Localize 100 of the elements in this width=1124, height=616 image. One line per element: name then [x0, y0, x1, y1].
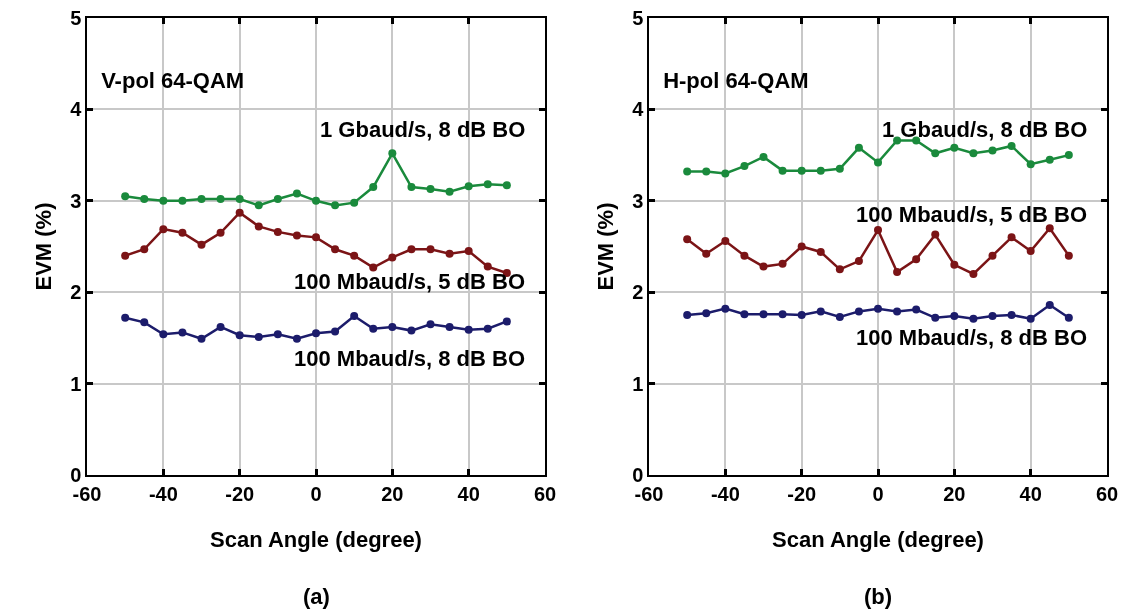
point	[445, 322, 454, 331]
point	[369, 324, 378, 333]
y-tick-label: 2	[70, 281, 82, 304]
point	[140, 194, 149, 203]
point	[121, 251, 130, 260]
point	[702, 167, 711, 176]
point	[835, 164, 844, 173]
point	[426, 184, 435, 193]
point	[931, 149, 940, 158]
point	[740, 251, 749, 260]
point	[1045, 224, 1054, 233]
point	[874, 226, 882, 235]
point	[178, 196, 187, 205]
point	[407, 245, 416, 254]
point	[407, 326, 416, 335]
point	[121, 313, 130, 322]
point	[950, 260, 959, 269]
series-label: 1 Gbaud/s, 8 dB BO	[320, 117, 526, 142]
point	[988, 251, 997, 260]
x-axis-title: Scan Angle (degree)	[210, 527, 422, 553]
series-label: 100 Mbaud/s, 8 dB BO	[294, 346, 526, 371]
y-tick-label: 3	[632, 189, 644, 212]
point	[216, 194, 225, 203]
point	[159, 330, 168, 339]
point	[969, 269, 978, 278]
point	[254, 201, 263, 210]
point	[759, 310, 768, 319]
point	[273, 330, 282, 339]
point	[1064, 151, 1073, 160]
point	[683, 235, 692, 244]
point	[140, 245, 149, 254]
x-tick-label: 60	[1095, 482, 1119, 505]
point	[312, 233, 320, 242]
point	[969, 149, 978, 158]
point	[235, 194, 244, 203]
point	[445, 187, 454, 196]
point	[426, 320, 435, 329]
point	[683, 311, 692, 320]
point	[683, 167, 692, 176]
point	[1045, 155, 1054, 164]
point	[835, 265, 844, 274]
x-axis-title: Scan Angle (degree)	[772, 527, 984, 553]
y-axis-title: EVM (%)	[593, 202, 619, 291]
point	[388, 322, 397, 331]
point	[464, 247, 473, 256]
point	[178, 328, 187, 337]
point	[893, 307, 902, 316]
point	[159, 225, 168, 234]
point	[1045, 301, 1054, 309]
point	[388, 149, 397, 158]
point	[331, 245, 340, 254]
point	[931, 230, 940, 239]
series-label: 100 Mbaud/s, 5 dB BO	[856, 202, 1088, 227]
point	[797, 242, 806, 251]
point	[778, 166, 787, 175]
point	[759, 152, 768, 161]
point	[702, 309, 711, 318]
y-tick-label: 4	[70, 98, 83, 121]
point	[216, 322, 225, 331]
point	[893, 136, 902, 145]
y-axis-title: EVM (%)	[31, 202, 57, 291]
point	[778, 259, 787, 268]
y-tick-label: 5	[632, 7, 644, 29]
point	[292, 189, 301, 198]
point	[721, 169, 730, 178]
point	[312, 196, 320, 205]
point	[797, 166, 806, 175]
point	[197, 240, 206, 249]
x-tick-label: -40	[710, 482, 740, 505]
point	[893, 268, 902, 277]
point	[988, 146, 997, 155]
series-label: 100 Mbaud/s, 5 dB BO	[294, 269, 526, 294]
y-tick-label: 1	[70, 372, 82, 395]
point	[235, 208, 244, 217]
point	[426, 245, 435, 254]
x-tick-label: 40	[457, 482, 480, 505]
point	[502, 181, 511, 190]
point	[121, 192, 130, 201]
point	[483, 324, 492, 333]
x-tick-label: -20	[787, 482, 817, 505]
point	[950, 311, 959, 320]
y-tick-label: 4	[632, 98, 645, 121]
point	[197, 334, 206, 343]
point	[950, 143, 959, 152]
point	[350, 251, 359, 260]
text: (a)	[303, 584, 330, 609]
point	[854, 257, 863, 266]
point	[254, 222, 263, 231]
point	[854, 143, 863, 152]
text: H-pol 64-QAM	[663, 67, 809, 93]
point	[721, 304, 730, 313]
point	[1007, 233, 1016, 242]
point	[350, 198, 359, 207]
point	[407, 183, 416, 192]
point	[797, 311, 806, 320]
point	[854, 307, 863, 316]
point	[273, 227, 282, 236]
point	[159, 196, 168, 205]
point	[350, 311, 359, 320]
point	[721, 237, 730, 246]
